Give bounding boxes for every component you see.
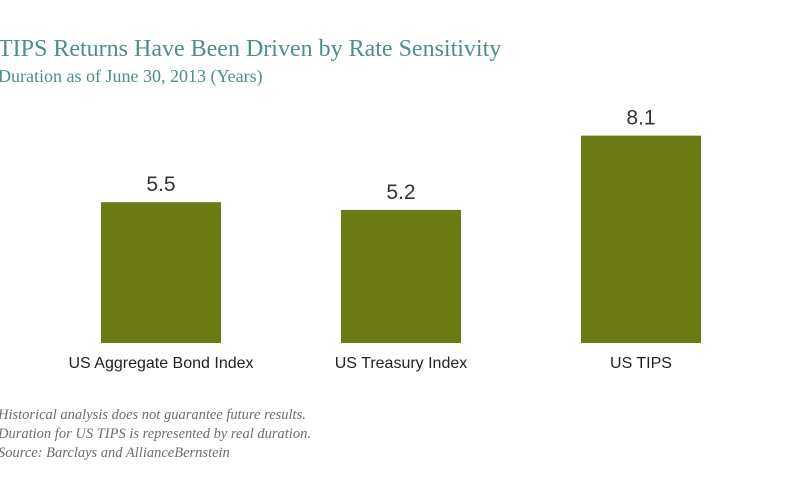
bar-2 [581,135,701,343]
data-label-0: 5.5 [146,173,175,196]
chart-title: TIPS Returns Have Been Driven by Rate Se… [0,36,502,62]
footnote-source: Source: Barclays and AllianceBernstein [0,445,230,461]
chart-subtitle: Duration as of June 30, 2013 (Years) [0,66,263,86]
category-label-1: US Treasury Index [335,355,468,372]
chart-footnotes: Historical analysis does not guarantee f… [0,406,311,463]
bar-0 [101,202,221,343]
footnote-disclaimer: Historical analysis does not guarantee f… [0,407,306,423]
footnote-real-duration: Duration for US TIPS is represented by r… [0,426,311,442]
category-label-2: US TIPS [610,355,672,372]
bar-chart: 5.5 US Aggregate Bond Index 5.2 US Treasury… [68,106,701,372]
data-label-1: 5.2 [386,181,415,204]
data-label-2: 8.1 [626,107,655,130]
category-label-0: US Aggregate Bond Index [68,355,253,372]
bar-1 [341,209,461,343]
